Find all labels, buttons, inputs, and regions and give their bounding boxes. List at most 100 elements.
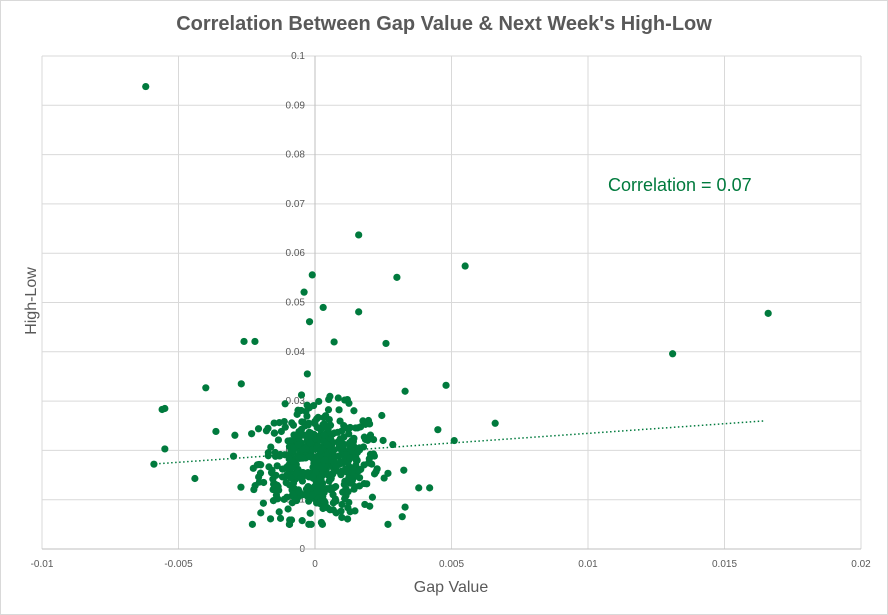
data-point <box>461 262 469 270</box>
data-point <box>491 419 499 427</box>
data-point <box>364 436 372 444</box>
data-point <box>330 338 338 346</box>
data-point <box>297 391 306 399</box>
data-point <box>256 469 265 477</box>
data-point <box>356 423 365 431</box>
data-point <box>202 384 210 392</box>
data-point <box>266 515 275 523</box>
data-point <box>298 469 306 477</box>
data-point <box>283 493 291 501</box>
data-point <box>330 446 338 454</box>
data-point <box>275 419 283 427</box>
data-point <box>259 499 267 507</box>
data-point <box>298 517 306 525</box>
data-point <box>355 231 363 239</box>
data-point <box>315 397 323 406</box>
data-point <box>302 407 310 416</box>
data-point <box>161 445 169 453</box>
x-tick-label: 0 <box>312 559 318 570</box>
data-point <box>286 437 294 445</box>
data-point <box>303 489 311 497</box>
data-point <box>281 400 289 408</box>
data-point <box>351 483 359 491</box>
correlation-annotation: Correlation = 0.07 <box>608 175 752 195</box>
y-tick-label: 0.06 <box>286 248 306 259</box>
data-point <box>323 504 331 512</box>
data-point <box>346 454 354 462</box>
data-point <box>368 493 377 501</box>
data-point <box>345 498 353 507</box>
data-point <box>401 387 409 395</box>
data-point <box>319 303 327 312</box>
x-tick-label: 0.015 <box>712 559 737 570</box>
data-point <box>270 419 278 427</box>
data-point <box>378 411 386 420</box>
y-tick-label: 0.03 <box>286 396 306 407</box>
data-point <box>275 508 283 516</box>
data-point <box>330 429 339 437</box>
data-point <box>313 415 321 423</box>
data-point <box>300 288 308 296</box>
data-point <box>321 421 329 430</box>
data-point <box>348 477 356 485</box>
x-tick-label: 0.01 <box>578 559 598 570</box>
data-point <box>346 508 354 516</box>
data-point <box>308 271 316 279</box>
data-point <box>291 497 299 505</box>
data-point <box>764 309 772 317</box>
y-axis-title: High-Low <box>23 267 40 335</box>
data-point <box>303 401 311 409</box>
data-point <box>401 503 409 511</box>
data-point <box>338 500 346 509</box>
data-point <box>359 443 368 451</box>
x-tick-label: -0.005 <box>164 559 193 570</box>
data-point <box>283 470 291 478</box>
data-point <box>237 483 245 491</box>
data-point <box>313 487 321 495</box>
y-tick-label: 0.05 <box>286 298 306 309</box>
data-point <box>332 463 340 471</box>
data-point <box>323 441 331 449</box>
data-point <box>305 318 314 326</box>
data-point <box>269 485 277 494</box>
data-point <box>343 468 351 476</box>
data-point <box>310 401 318 410</box>
data-point <box>297 425 306 433</box>
y-tick-label: 0.07 <box>286 199 306 210</box>
data-point <box>248 520 256 528</box>
data-point <box>340 421 348 430</box>
data-point <box>398 513 406 521</box>
data-point <box>249 464 257 472</box>
data-point <box>285 455 293 463</box>
data-point <box>307 431 315 440</box>
data-point <box>354 467 363 475</box>
data-point <box>142 82 150 91</box>
y-tick-label: 0.09 <box>286 100 306 111</box>
data-point <box>345 399 353 407</box>
data-point <box>290 431 298 439</box>
data-point <box>336 457 345 466</box>
data-point <box>290 489 298 498</box>
data-point <box>306 439 314 447</box>
data-point <box>257 509 265 517</box>
data-point <box>344 488 352 496</box>
data-point <box>288 419 296 427</box>
data-point <box>306 453 314 461</box>
data-point <box>311 458 319 466</box>
data-point <box>277 427 285 436</box>
data-point <box>382 339 390 348</box>
data-point <box>370 452 378 460</box>
data-point <box>287 516 296 524</box>
data-point <box>317 476 325 484</box>
data-point <box>270 429 279 437</box>
data-point <box>267 443 275 451</box>
y-tick-label: 0.08 <box>286 150 306 161</box>
data-point <box>248 430 256 438</box>
y-tick-label: 0.1 <box>291 51 305 62</box>
data-point <box>305 497 313 505</box>
data-point <box>321 456 329 464</box>
data-point <box>415 484 423 492</box>
data-point <box>361 500 369 509</box>
data-point <box>345 430 353 438</box>
